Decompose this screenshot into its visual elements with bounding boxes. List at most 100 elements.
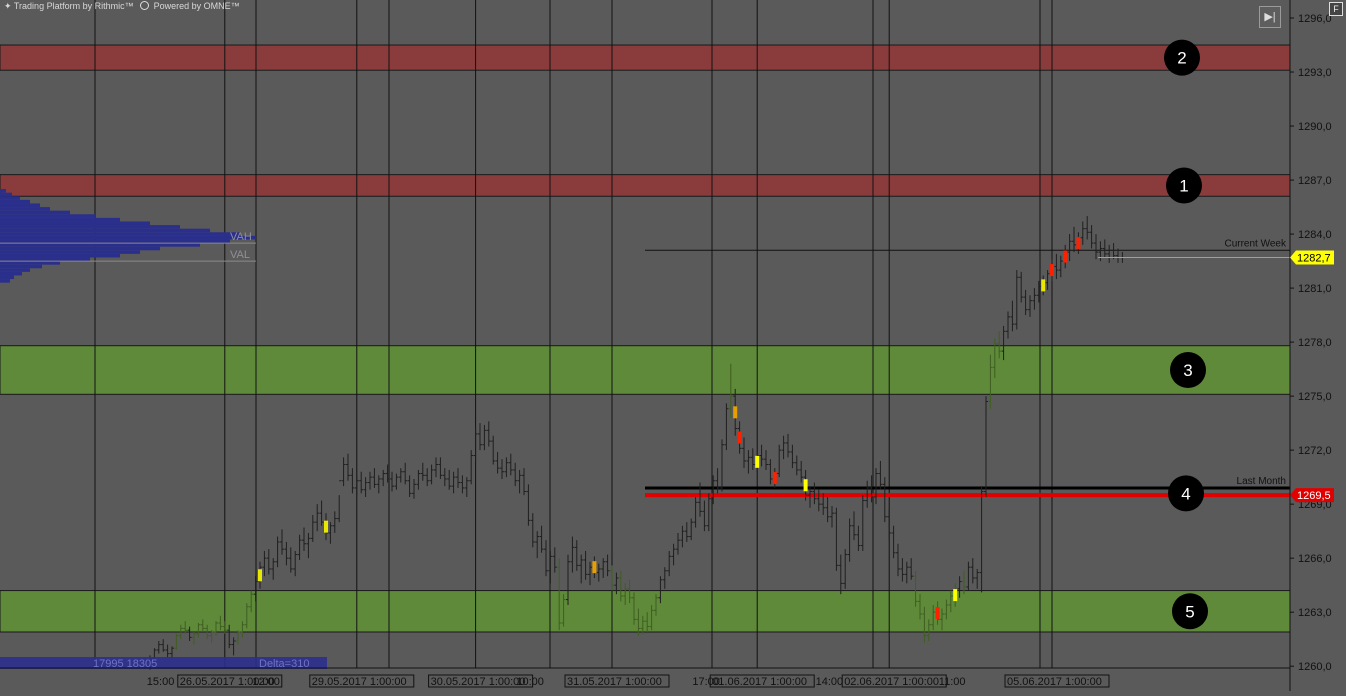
volume-profile-bar [0,221,150,226]
platform-header: ✦ Trading Platform by Rithmic™ Powered b… [4,1,240,12]
volume-highlight [935,607,940,620]
volume-profile-bar [0,257,90,262]
volume-highlight [755,455,760,468]
price-tick-label: 1293,0 [1298,67,1332,79]
time-axis-label: 15:00 [147,676,175,688]
omne-logo-icon [140,1,150,10]
volume-highlight [1041,279,1046,292]
vah-label: VAH [230,231,252,243]
volume-profile-bar [0,203,40,208]
time-label-box [177,674,283,688]
volume-highlight [324,520,328,533]
zone-marker-label: 5 [1185,602,1194,621]
val-label: VAL [230,249,250,261]
price-tick-label: 1266,0 [1298,553,1332,565]
volume-profile-bar [0,268,30,272]
last-month-tag-label: 1269,5 [1297,490,1331,502]
time-axis-label: 30.05.2017 1:00:00 [431,676,526,688]
time-axis-label: 05.06.2017 1:00:00 [1007,676,1102,688]
zone-marker-3 [1170,352,1206,389]
zone-marker-label: 1 [1179,176,1188,195]
f-badge[interactable]: F [1329,2,1343,16]
price-tick-label: 1296,0 [1298,13,1332,25]
volume-profile-bar [0,264,42,269]
delta-text: Delta=310 [259,658,309,670]
volume-profile-bar [0,217,120,222]
zone-resistance [0,44,1291,71]
volume-profile-bar [0,261,60,265]
volume-profile-bar [0,250,140,254]
skip-to-end-icon: ▶| [1264,11,1276,23]
volume-highlight [592,561,597,574]
last-month-tag [1290,488,1334,503]
price-tick-label: 1260,0 [1298,661,1332,673]
volume-profile-bar [0,235,255,240]
time-label-box [564,674,670,688]
platform-text: Trading Platform by Rithmic™ [13,1,134,11]
zone-marker-label: 4 [1181,484,1190,503]
time-axis-label: 14:00 [816,676,844,688]
header-arrow-icon: ✦ [4,1,12,11]
volume-highlight [1076,237,1081,250]
powered-text: Powered by OMNE™ [153,1,240,11]
volume-highlight [772,472,777,485]
zone-marker-1 [1166,167,1202,204]
volume-highlight [1050,264,1054,277]
volume-profile-bar [0,279,10,283]
price-tick-label: 1263,0 [1298,607,1332,619]
price-tick-label: 1281,0 [1298,283,1332,295]
volume-profile-bar [0,199,30,204]
volume-profile-bar [0,214,95,218]
time-axis-label: 01.06.2017 1:00:00 [712,676,807,688]
time-axis-label: 10:00 [516,676,544,688]
last-month-label: Last Month [1237,476,1286,487]
time-axis-label: 02.06.2017 1:00:00 [844,676,939,688]
volume-profile-bar [0,253,120,258]
volume-highlight [733,406,738,419]
price-tick-label: 1275,0 [1298,391,1332,403]
volume-highlight [953,589,958,602]
time-label-box [309,674,415,688]
skip-to-end-button[interactable]: ▶| [1259,6,1281,28]
last-price-tag [1290,250,1334,265]
volume-profile-bar [0,232,240,236]
zone-support [0,590,1291,633]
price-tick-label: 1278,0 [1298,337,1332,349]
volume-delta-bar [0,657,327,669]
volume-profile-bar [0,189,6,193]
time-label-box [709,674,815,688]
volume-profile-bar [0,207,50,211]
price-tick-label: 1269,0 [1298,499,1332,511]
time-axis-label: 31.05.2017 1:00:00 [567,676,662,688]
time-label-box [428,674,534,688]
volume-profile-bar [0,275,14,280]
zone-marker-label: 2 [1177,49,1186,68]
volume-highlight [1063,250,1068,263]
volume-highlight [737,431,742,444]
last-price-tag-label: 1282,7 [1297,252,1331,264]
volume-profile-bar [0,210,70,215]
volume-profile-bar [0,196,20,200]
zone-marker-4 [1168,475,1204,512]
time-label-box [841,674,947,688]
time-axis-label: 11:00 [939,676,966,688]
time-axis-label: 17:00 [692,676,720,688]
volume-profile-bar [0,239,230,244]
time-label-box [1004,674,1110,688]
zone-support [0,345,1291,395]
zone-marker-5 [1172,593,1208,630]
volume-highlight [258,569,262,582]
price-tick-label: 1272,0 [1298,445,1332,457]
volume-profile-bar [0,225,180,229]
volume-profile-bar [0,271,22,276]
price-tick-label: 1284,0 [1298,229,1332,241]
time-axis-label: 26.05.2017 1:00:00 [180,676,275,688]
price-tick-label: 1287,0 [1298,175,1332,187]
volume-profile-bar [0,243,200,247]
volume-profile-bar [0,228,210,233]
zone-resistance [0,174,1291,197]
volume-profile-bar [0,192,12,197]
time-axis-label: 29.05.2017 1:00:00 [312,676,407,688]
